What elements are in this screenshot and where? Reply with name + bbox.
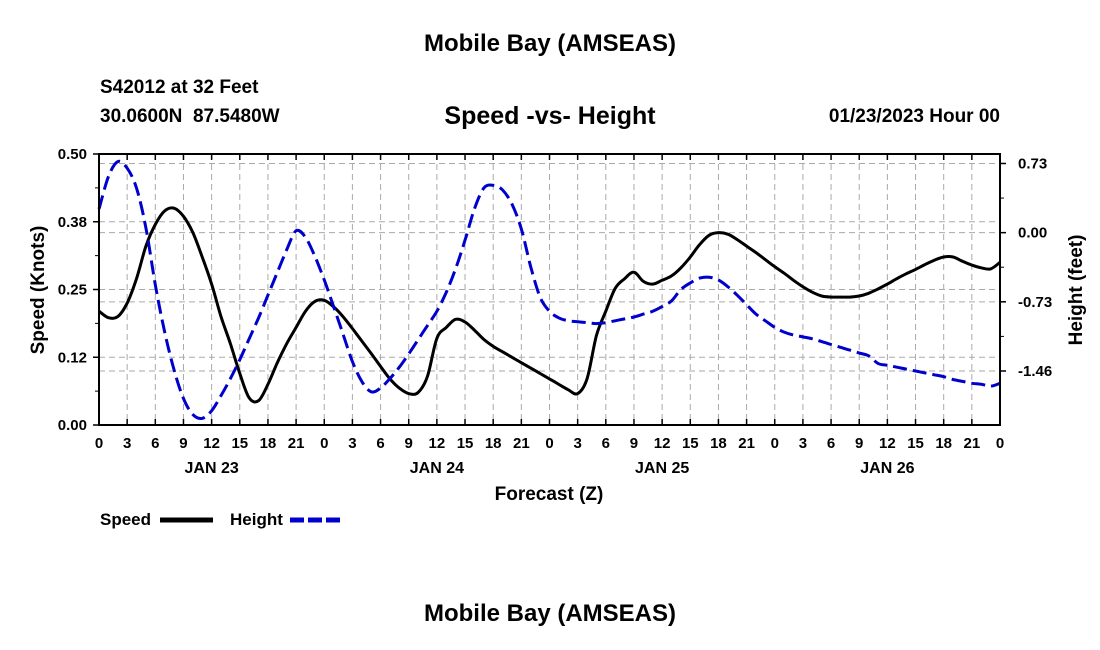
x-tick-label: 21 [964, 435, 981, 452]
x-tick-label: 9 [179, 435, 187, 452]
y2-tick-label: 0.73 [1018, 155, 1047, 172]
x-tick-label: 15 [682, 435, 699, 452]
y2-tick-label: 0.00 [1018, 225, 1047, 242]
x-tick-label: 18 [485, 435, 502, 452]
y2-tick-label: -1.46 [1018, 363, 1052, 380]
x-tick-label: 12 [203, 435, 220, 452]
x-tick-label: 21 [288, 435, 305, 452]
x-tick-label: 6 [151, 435, 159, 452]
x-tick-label: 0 [95, 435, 103, 452]
legend-speed-label: Speed [100, 510, 151, 529]
forecast-run-time: 01/23/2023 Hour 00 [828, 106, 1000, 127]
chart-title: Speed -vs- Height [444, 102, 656, 130]
y-tick-label: 0.12 [58, 349, 87, 366]
x-tick-label: 3 [573, 435, 581, 452]
y-tick-label: 0.50 [58, 146, 87, 163]
station-coords: 30.0600N 87.5480W [100, 106, 280, 127]
speed-series-line [98, 206, 1001, 404]
y2-tick-label: -0.73 [1018, 294, 1052, 311]
y2-axis-label: Height (feet) [1066, 235, 1087, 346]
date-label: JAN 23 [185, 460, 239, 477]
x-tick-label: 0 [996, 435, 1004, 452]
y-tick-label: 0.25 [58, 282, 87, 299]
x-tick-label: 9 [405, 435, 413, 452]
x-tick-label: 3 [799, 435, 807, 452]
x-tick-label: 15 [231, 435, 248, 452]
x-tick-label: 12 [429, 435, 446, 452]
x-tick-label: 6 [376, 435, 384, 452]
x-axis-label: Forecast (Z) [495, 484, 604, 505]
x-tick-label: 0 [545, 435, 553, 452]
grid-lines [99, 154, 1000, 425]
x-tick-label: 3 [348, 435, 356, 452]
x-tick-label: 0 [320, 435, 328, 452]
x-tick-label: 18 [935, 435, 952, 452]
footer-title: Mobile Bay (AMSEAS) [423, 600, 677, 627]
x-tick-label: 18 [260, 435, 277, 452]
y-tick-label: 0.38 [58, 214, 87, 231]
x-tick-label: 18 [710, 435, 727, 452]
x-tick-label: 15 [907, 435, 924, 452]
x-tick-label: 9 [855, 435, 863, 452]
x-tick-label: 15 [457, 435, 474, 452]
date-label: JAN 26 [860, 460, 914, 477]
page-title: Mobile Bay (AMSEAS) [423, 30, 677, 57]
x-tick-label: 6 [827, 435, 835, 452]
y-tick-label: 0.00 [58, 417, 87, 434]
station-label: S42012 at 32 Feet [100, 77, 259, 98]
x-tick-label: 9 [630, 435, 638, 452]
x-tick-label: 6 [602, 435, 610, 452]
x-tick-label: 3 [123, 435, 131, 452]
x-tick-label: 12 [654, 435, 671, 452]
x-tick-label: 21 [513, 435, 530, 452]
y-axis-label: Speed (Knots) [28, 226, 49, 355]
x-tick-label: 12 [879, 435, 896, 452]
height-series-line [97, 159, 1001, 421]
date-label: JAN 24 [410, 460, 464, 477]
x-tick-label: 0 [771, 435, 779, 452]
legend-height-label: Height [230, 510, 283, 529]
x-tick-label: 21 [738, 435, 755, 452]
date-label: JAN 25 [635, 460, 689, 477]
